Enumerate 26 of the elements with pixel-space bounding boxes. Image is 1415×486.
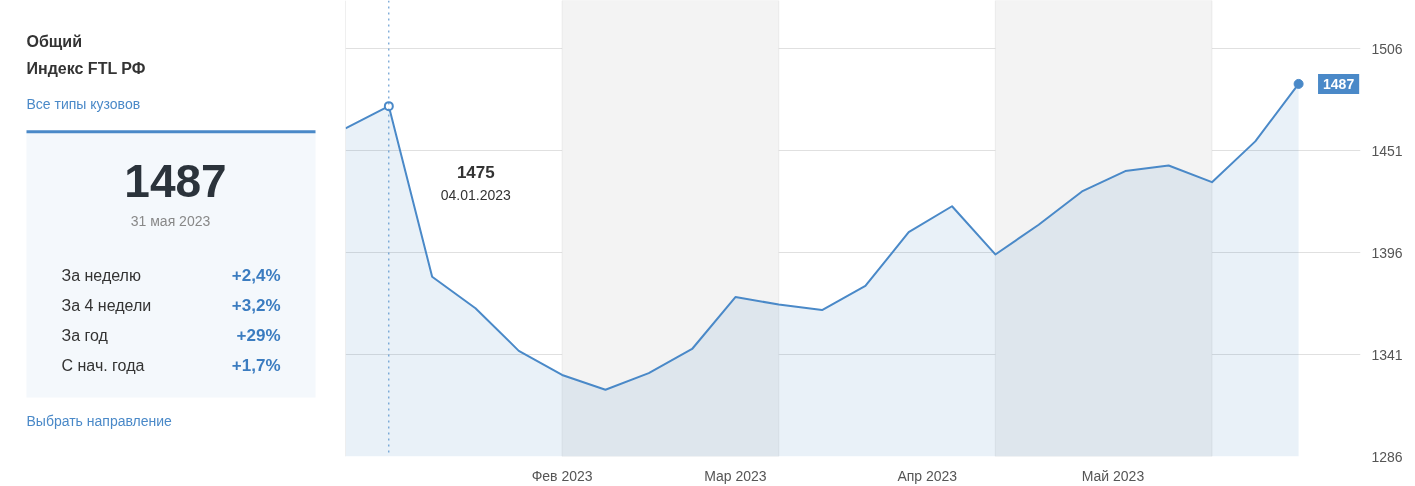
y-tick-label: 1286 [1371,448,1403,465]
annotation: 1487 [1323,75,1355,92]
x-tick-label: Мар 2023 [704,467,767,484]
x-tick-label: Фев 2023 [531,467,593,484]
text: За год [61,326,109,344]
text: +3,2% [231,295,281,315]
y-tick-label: 1506 [1371,40,1403,57]
text: За неделю [61,266,141,284]
text: 31 мая 2023 [130,212,211,229]
text: С нач. года [61,356,145,374]
annotation: 04.01.2023 [440,187,512,204]
text: Индекс FTL РФ [26,60,146,78]
x-tick-label: Май 2023 [1081,467,1145,484]
y-tick-label: 1341 [1371,346,1403,363]
text: +2,4% [231,265,281,285]
text: 1487 [124,154,227,207]
text: За 4 недели [61,296,152,314]
text: Все типы кузовов [26,95,141,112]
text: +29% [236,325,281,345]
y-tick-label: 1451 [1371,142,1403,159]
text: Общий [26,33,82,51]
y-tick-label: 1396 [1371,244,1403,261]
text: Выбрать направление [26,412,173,429]
annotation: 1475 [456,163,495,183]
x-tick-label: Апр 2023 [897,467,958,484]
text: +1,7% [231,355,281,375]
